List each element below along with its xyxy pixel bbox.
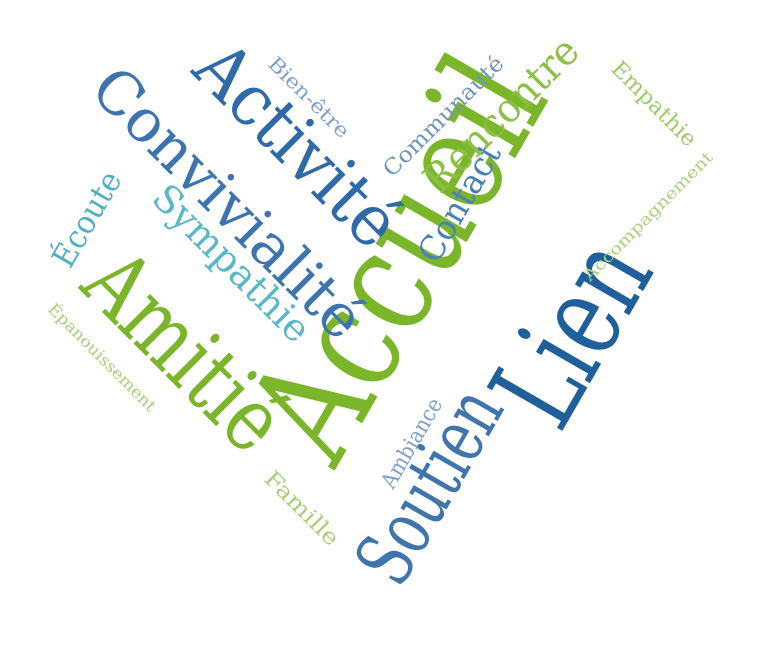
word-empathie: Empathie — [606, 57, 701, 152]
word-famille: Famille — [259, 467, 344, 552]
word-accompagnement: Accompagnement — [579, 147, 718, 286]
